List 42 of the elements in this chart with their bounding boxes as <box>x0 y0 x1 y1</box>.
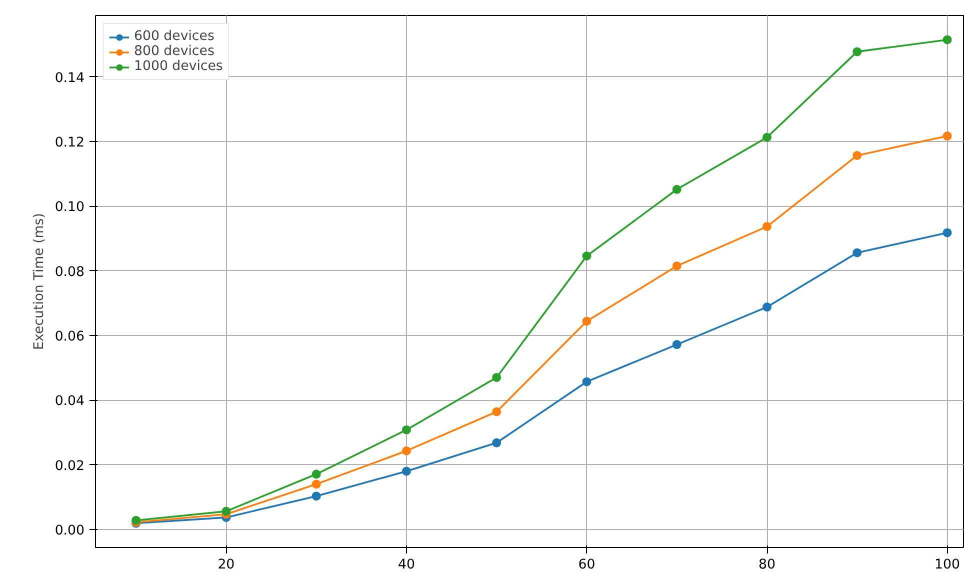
point <box>942 35 952 44</box>
point <box>492 373 502 382</box>
point <box>852 248 862 258</box>
point <box>852 150 862 160</box>
point <box>582 377 592 386</box>
point <box>672 184 682 194</box>
point <box>582 251 592 260</box>
point <box>852 47 862 56</box>
legend-label: 800 devices <box>134 44 214 59</box>
point <box>492 407 502 416</box>
point <box>402 446 411 456</box>
y-tick-label: 0.04 <box>54 394 85 410</box>
x-tick-label: 20 <box>218 558 235 572</box>
point <box>492 438 502 448</box>
point <box>672 340 682 350</box>
point <box>582 316 592 326</box>
point <box>672 261 682 270</box>
point <box>312 470 321 479</box>
y-tick-label: 0.10 <box>54 200 85 216</box>
point <box>762 132 772 142</box>
y-axis-title: Execution Time (ms) <box>32 213 47 350</box>
x-tick-label: 100 <box>934 558 960 572</box>
point <box>312 492 321 501</box>
point <box>402 466 411 476</box>
point <box>762 302 772 312</box>
legend-label: 600 devices <box>134 29 214 44</box>
legend-label: 1000 devices <box>134 59 223 74</box>
y-tick-label: 0.00 <box>54 523 85 538</box>
point <box>942 132 952 141</box>
y-tick-label: 0.02 <box>54 458 85 474</box>
x-tick-label: 60 <box>578 558 596 572</box>
y-tick-label: 0.14 <box>54 70 85 86</box>
point <box>312 480 321 489</box>
point <box>942 228 952 238</box>
x-tick-label: 80 <box>758 558 776 572</box>
x-tick-label: 40 <box>398 558 415 572</box>
point <box>402 425 411 434</box>
y-tick-label: 0.12 <box>54 136 85 151</box>
y-tick-label: 0.08 <box>54 264 85 280</box>
point <box>762 222 772 232</box>
y-tick-label: 0.06 <box>54 329 85 344</box>
point <box>222 506 231 516</box>
